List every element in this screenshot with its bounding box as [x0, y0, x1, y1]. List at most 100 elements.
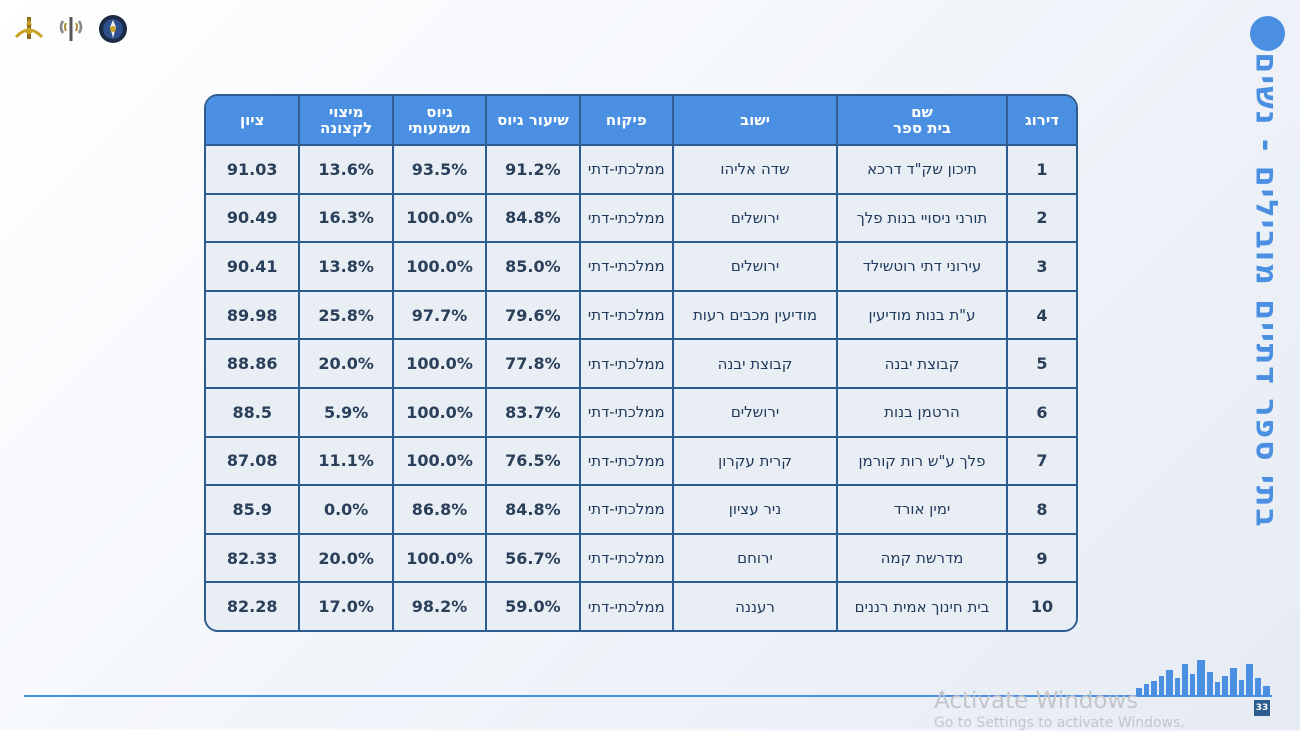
table-cell: 82.28	[206, 581, 301, 630]
table-cell: פלך ע"ש רות קורמן	[836, 435, 1008, 487]
table-row: 4 ע"ת בנות מודיעין מודיעין מכבים רעות ממלכת…	[206, 289, 1076, 341]
table-cell: 84.8%	[485, 484, 581, 535]
table-cell: ממלכתי-דתי	[578, 144, 675, 195]
table-cell: 25.8%	[298, 289, 394, 341]
column-header: ציון	[206, 96, 301, 146]
table-cell: 83.7%	[485, 386, 581, 438]
table-cell: 100.0%	[391, 386, 488, 438]
page-title: בתי ספר דתיים מובילים - נשים	[1240, 51, 1292, 529]
table-cell: ע"ת בנות מודיעין	[836, 289, 1008, 341]
table-cell: מודיעין מכבים רעות	[672, 289, 838, 341]
table-cell: ימין אורד	[836, 484, 1008, 535]
table-cell: ניר עציון	[672, 484, 838, 535]
table-cell: 87.08	[206, 435, 301, 487]
column-header: פיקוח	[578, 96, 675, 146]
table-cell: 17.0%	[298, 581, 394, 630]
table-cell: ממלכתי-דתי	[578, 241, 675, 292]
table-cell: 59.0%	[485, 581, 581, 630]
table-row: 8 ימין אורד ניר עציון ממלכתי-דתי 84.8% 86.8% 0…	[206, 484, 1076, 535]
page-title-text: בתי ספר דתיים מובילים - נשים	[1248, 51, 1284, 529]
table-cell: 7	[1006, 435, 1076, 487]
table-row: 1 תיכון שק"ד דרכא שדה אליהו ממלכתי-דתי 91.2%…	[206, 144, 1076, 195]
table-cell: 20.0%	[298, 532, 394, 584]
table-cell: בית חינוך אמית רננים	[836, 581, 1008, 630]
idf-emblem-icon	[12, 12, 46, 46]
table-cell: 100.0%	[391, 435, 488, 487]
table-cell: 5	[1006, 338, 1076, 389]
table-cell: 85.9	[206, 484, 301, 535]
table-cell: קבוצת יבנה	[836, 338, 1008, 389]
table-cell: ירושלים	[672, 192, 838, 244]
page-number: 33	[1254, 700, 1270, 716]
table-cell: 56.7%	[485, 532, 581, 584]
table-cell: 88.5	[206, 386, 301, 438]
table-row: 3 עירוני דתי רוטשילד ירושלים ממלכתי-דתי 85.0…	[206, 241, 1076, 292]
table-row: 10 בית חינוך אמית רננים רעננה ממלכתי-דתי 59.…	[206, 581, 1076, 630]
unit-badge-icon	[96, 12, 130, 46]
table-cell: 3	[1006, 241, 1076, 292]
table-cell: ירושלים	[672, 386, 838, 438]
table-cell: 85.0%	[485, 241, 581, 292]
table-cell: ירושלים	[672, 241, 838, 292]
table-cell: רעננה	[672, 581, 838, 630]
table-cell: 2	[1006, 192, 1076, 244]
table-cell: ממלכתי-דתי	[578, 386, 675, 438]
table-cell: ירוחם	[672, 532, 838, 584]
table-cell: 16.3%	[298, 192, 394, 244]
table-cell: 88.86	[206, 338, 301, 389]
column-header: ישוב	[672, 96, 838, 146]
table-cell: 11.1%	[298, 435, 394, 487]
intelligence-corps-icon	[54, 12, 88, 46]
ranking-table: דירוג שם בית ספר ישוב פיקוח שיעור גיוס גיוס מ…	[204, 94, 1078, 632]
table-cell: 90.49	[206, 192, 301, 244]
table-cell: 89.98	[206, 289, 301, 341]
table-cell: ממלכתי-דתי	[578, 532, 675, 584]
column-header: מיצוי לקצונה	[298, 96, 394, 146]
table-cell: 77.8%	[485, 338, 581, 389]
table-cell: ממלכתי-דתי	[578, 289, 675, 341]
table-cell: 8	[1006, 484, 1076, 535]
table-cell: 91.2%	[485, 144, 581, 195]
table-cell: ממלכתי-דתי	[578, 338, 675, 389]
activation-watermark: Activate Windows Go to Settings to activ…	[934, 688, 1185, 731]
table-cell: ממלכתי-דתי	[578, 484, 675, 535]
table-row: 6 הרטמן בנות ירושלים ממלכתי-דתי 83.7% 100.0% 5…	[206, 386, 1076, 438]
table-cell: שדה אליהו	[672, 144, 838, 195]
table-cell: קבוצת יבנה	[672, 338, 838, 389]
table-cell: ממלכתי-דתי	[578, 192, 675, 244]
table-cell: עירוני דתי רוטשילד	[836, 241, 1008, 292]
table-cell: תורני ניסויי בנות פלך	[836, 192, 1008, 244]
table-cell: הרטמן בנות	[836, 386, 1008, 438]
table-cell: 6	[1006, 386, 1076, 438]
column-header: שיעור גיוס	[485, 96, 581, 146]
table-cell: 100.0%	[391, 241, 488, 292]
table-cell: 86.8%	[391, 484, 488, 535]
table-body: 1 תיכון שק"ד דרכא שדה אליהו ממלכתי-דתי 91.2%…	[206, 144, 1076, 630]
table-cell: 13.6%	[298, 144, 394, 195]
table-cell: 91.03	[206, 144, 301, 195]
table-cell: קרית עקרון	[672, 435, 838, 487]
table-cell: 97.7%	[391, 289, 488, 341]
table-cell: 98.2%	[391, 581, 488, 630]
table-cell: 4	[1006, 289, 1076, 341]
table-cell: 100.0%	[391, 192, 488, 244]
table-cell: 79.6%	[485, 289, 581, 341]
table-row: 9 מדרשת קמה ירוחם ממלכתי-דתי 56.7% 100.0% 20.0…	[206, 532, 1076, 584]
table-cell: 20.0%	[298, 338, 394, 389]
watermark-line1: Activate Windows	[934, 688, 1139, 714]
table-cell: 90.41	[206, 241, 301, 292]
table-cell: ממלכתי-דתי	[578, 581, 675, 630]
table-cell: 0.0%	[298, 484, 394, 535]
city-skyline-icon	[1134, 656, 1274, 700]
table-cell: 10	[1006, 581, 1076, 630]
table-cell: 13.8%	[298, 241, 394, 292]
title-dot	[1250, 16, 1285, 51]
table-cell: ממלכתי-דתי	[578, 435, 675, 487]
table-row: 2 תורני ניסויי בנות פלך ירושלים ממלכתי-דתי 8…	[206, 192, 1076, 244]
table-row: 7 פלך ע"ש רות קורמן קרית עקרון ממלכתי-דתי 76…	[206, 435, 1076, 487]
table-row: 5 קבוצת יבנה קבוצת יבנה ממלכתי-דתי 77.8% 100.…	[206, 338, 1076, 389]
column-header: דירוג	[1006, 96, 1076, 146]
table-cell: מדרשת קמה	[836, 532, 1008, 584]
table-cell: 84.8%	[485, 192, 581, 244]
column-header: גיוס משמעותי	[391, 96, 488, 146]
